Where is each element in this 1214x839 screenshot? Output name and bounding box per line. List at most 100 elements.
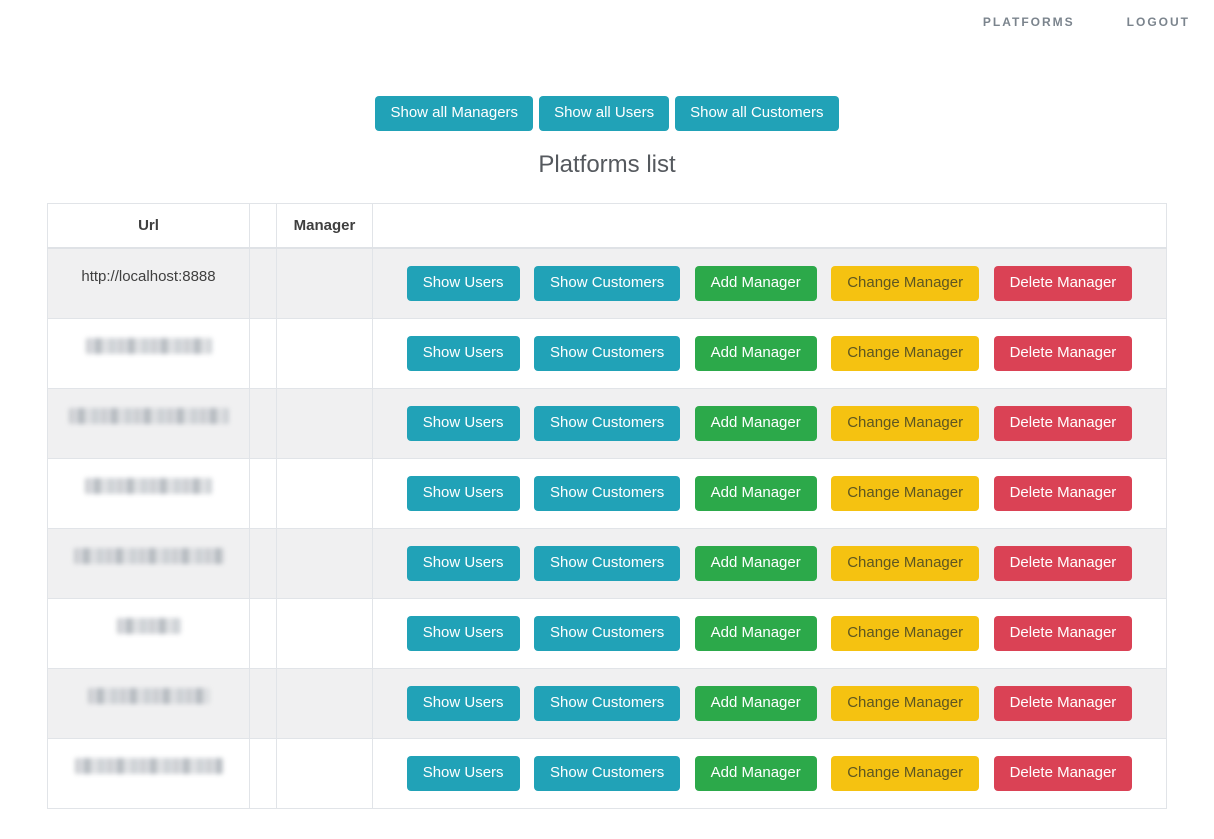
platform-url-redacted: [47, 597, 250, 669]
redacted-url-blur: [85, 477, 212, 494]
redacted-url-blur: [87, 687, 210, 704]
row-actions: Show Users Show Customers Add Manager Ch…: [372, 247, 1167, 319]
platform-manager: [276, 387, 373, 459]
platform-manager: [276, 247, 373, 319]
table-row: Show Users Show Customers Add Manager Ch…: [47, 667, 1167, 739]
add-manager-button[interactable]: Add Manager: [694, 405, 817, 441]
add-manager-button[interactable]: Add Manager: [694, 755, 817, 791]
top-nav: PLATFORMS LOGOUT: [0, 0, 1214, 44]
redacted-url-blur: [74, 757, 223, 774]
redacted-url-blur: [116, 617, 181, 634]
add-manager-button[interactable]: Add Manager: [694, 475, 817, 511]
platform-id-cell: [249, 597, 277, 669]
add-manager-button[interactable]: Add Manager: [694, 335, 817, 371]
row-actions: Show Users Show Customers Add Manager Ch…: [372, 597, 1167, 669]
row-actions: Show Users Show Customers Add Manager Ch…: [372, 317, 1167, 389]
platform-id-cell: [249, 667, 277, 739]
show-all-customers-button[interactable]: Show all Customers: [675, 96, 839, 131]
platform-url-redacted: [47, 737, 250, 809]
add-manager-button[interactable]: Add Manager: [694, 615, 817, 651]
column-header-url: Url: [47, 202, 250, 250]
platform-manager: [276, 457, 373, 529]
row-actions: Show Users Show Customers Add Manager Ch…: [372, 457, 1167, 529]
change-manager-button[interactable]: Change Manager: [831, 545, 980, 581]
page-title: Platforms list: [538, 150, 676, 178]
row-actions: Show Users Show Customers Add Manager Ch…: [372, 737, 1167, 809]
show-users-button[interactable]: Show Users: [406, 685, 520, 721]
show-users-button[interactable]: Show Users: [406, 335, 520, 371]
platform-id-cell: [249, 527, 277, 599]
delete-manager-button[interactable]: Delete Manager: [993, 335, 1133, 371]
platform-url-redacted: [47, 667, 250, 739]
table-row: Show Users Show Customers Add Manager Ch…: [47, 737, 1167, 809]
platform-url-redacted: [47, 387, 250, 459]
platform-manager: [276, 317, 373, 389]
table-row: Show Users Show Customers Add Manager Ch…: [47, 387, 1167, 459]
platform-url-redacted: [47, 457, 250, 529]
nav-link-logout[interactable]: LOGOUT: [1126, 15, 1190, 29]
platform-url: http://localhost:8888: [47, 247, 250, 319]
platform-id-cell: [249, 457, 277, 529]
show-users-button[interactable]: Show Users: [406, 475, 520, 511]
row-actions: Show Users Show Customers Add Manager Ch…: [372, 667, 1167, 739]
row-actions: Show Users Show Customers Add Manager Ch…: [372, 387, 1167, 459]
delete-manager-button[interactable]: Delete Manager: [993, 755, 1133, 791]
show-users-button[interactable]: Show Users: [406, 405, 520, 441]
row-actions: Show Users Show Customers Add Manager Ch…: [372, 527, 1167, 599]
show-customers-button[interactable]: Show Customers: [534, 545, 681, 581]
platform-manager: [276, 527, 373, 599]
platform-url-redacted: [47, 317, 250, 389]
table-row: Show Users Show Customers Add Manager Ch…: [47, 317, 1167, 389]
platforms-table: Url Manager http://localhost:8888 Show U…: [47, 202, 1167, 809]
column-header-id: [249, 202, 277, 250]
delete-manager-button[interactable]: Delete Manager: [993, 545, 1133, 581]
platform-manager: [276, 667, 373, 739]
add-manager-button[interactable]: Add Manager: [694, 545, 817, 581]
show-users-button[interactable]: Show Users: [406, 615, 520, 651]
platform-url-redacted: [47, 527, 250, 599]
redacted-url-blur: [85, 337, 212, 354]
platform-id-cell: [249, 387, 277, 459]
add-manager-button[interactable]: Add Manager: [694, 266, 817, 301]
toolbar: Show all Managers Show all Users Show al…: [47, 96, 1167, 131]
table-row: http://localhost:8888 Show Users Show Cu…: [47, 247, 1167, 319]
column-header-manager: Manager: [276, 202, 373, 250]
table-row: Show Users Show Customers Add Manager Ch…: [47, 457, 1167, 529]
platform-manager: [276, 597, 373, 669]
change-manager-button[interactable]: Change Manager: [831, 475, 980, 511]
show-users-button[interactable]: Show Users: [406, 266, 520, 301]
delete-manager-button[interactable]: Delete Manager: [993, 266, 1133, 301]
add-manager-button[interactable]: Add Manager: [694, 685, 817, 721]
show-all-managers-button[interactable]: Show all Managers: [375, 96, 534, 131]
show-customers-button[interactable]: Show Customers: [534, 475, 681, 511]
main-container: Show all Managers Show all Users Show al…: [47, 96, 1167, 809]
show-customers-button[interactable]: Show Customers: [534, 615, 681, 651]
table-row: Show Users Show Customers Add Manager Ch…: [47, 527, 1167, 599]
show-customers-button[interactable]: Show Customers: [534, 755, 681, 791]
change-manager-button[interactable]: Change Manager: [831, 685, 980, 721]
delete-manager-button[interactable]: Delete Manager: [993, 685, 1133, 721]
change-manager-button[interactable]: Change Manager: [831, 405, 980, 441]
show-customers-button[interactable]: Show Customers: [534, 685, 681, 721]
delete-manager-button[interactable]: Delete Manager: [993, 475, 1133, 511]
table-header: Url Manager: [47, 202, 1167, 250]
redacted-url-blur: [73, 547, 224, 564]
show-users-button[interactable]: Show Users: [406, 755, 520, 791]
change-manager-button[interactable]: Change Manager: [831, 755, 980, 791]
platform-manager: [276, 737, 373, 809]
show-all-users-button[interactable]: Show all Users: [539, 96, 670, 131]
show-users-button[interactable]: Show Users: [406, 545, 520, 581]
change-manager-button[interactable]: Change Manager: [831, 266, 980, 301]
show-customers-button[interactable]: Show Customers: [534, 405, 681, 441]
delete-manager-button[interactable]: Delete Manager: [993, 615, 1133, 651]
redacted-url-blur: [68, 407, 229, 424]
change-manager-button[interactable]: Change Manager: [831, 335, 980, 371]
nav-link-platforms[interactable]: PLATFORMS: [982, 15, 1075, 29]
column-header-actions: [372, 202, 1167, 250]
delete-manager-button[interactable]: Delete Manager: [993, 405, 1133, 441]
show-customers-button[interactable]: Show Customers: [534, 266, 681, 301]
show-customers-button[interactable]: Show Customers: [534, 335, 681, 371]
change-manager-button[interactable]: Change Manager: [831, 615, 980, 651]
platform-id-cell: [249, 737, 277, 809]
